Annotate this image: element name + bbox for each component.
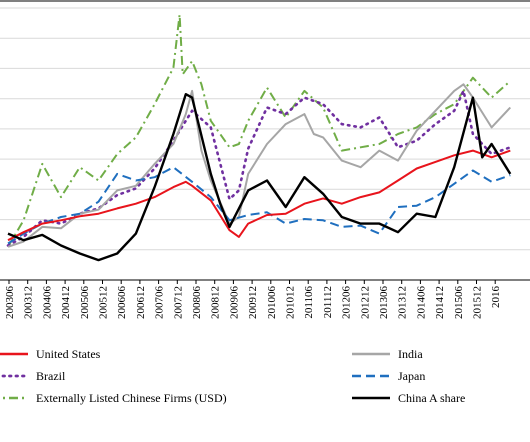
series-line-japan	[7, 166, 511, 245]
legend-label: China A share	[398, 391, 465, 405]
series-line-china-a-share	[7, 93, 512, 262]
legend-label: Brazil	[36, 369, 66, 383]
series-line-externally-listed-chinese-firms-usd	[7, 13, 511, 248]
legend-label: Externally Listed Chinese Firms (USD)	[36, 391, 227, 405]
legend-item-india: India	[352, 347, 423, 361]
x-tick-label: 201306	[378, 286, 390, 320]
x-tick-label: 200712	[172, 286, 184, 319]
legend-item-externally-listed-chinese-firms-usd: Externally Listed Chinese Firms (USD)	[0, 391, 227, 405]
x-tick-label: 200412	[60, 286, 72, 319]
x-tick-label: 201106	[303, 286, 315, 319]
series-layer	[6, 13, 512, 262]
x-tick-label: 200612	[135, 286, 147, 319]
x-tick-label: 201312	[397, 286, 409, 319]
x-tick-label: 200906	[228, 286, 240, 320]
x-tick-label: 201212	[359, 286, 371, 319]
legend-item-united-states: United States	[0, 347, 101, 361]
x-tick-label: 201012	[285, 286, 297, 319]
x-tick-label: 201006	[266, 286, 278, 320]
x-tick-label: 2016	[490, 286, 502, 309]
legend-label: India	[398, 347, 423, 361]
x-tick-label: 201506	[453, 286, 465, 320]
x-tick-label: 200606	[116, 286, 128, 320]
legend-label: Japan	[398, 369, 425, 383]
x-tick-label: 200812	[210, 286, 222, 319]
x-tick-label: 201112	[322, 286, 334, 318]
legend-item-china-a-share: China A share	[352, 391, 465, 405]
x-tick-label: 201206	[341, 286, 353, 320]
x-tick-label: 200306	[4, 286, 16, 320]
x-tick-labels: 200306 200312 200406 200412 200506 200512 2006…	[4, 280, 502, 319]
legend-item-japan: Japan	[352, 369, 425, 383]
x-tick-label: 200912	[247, 286, 259, 319]
x-tick-label: 200312	[23, 286, 35, 319]
legend-item-brazil: Brazil	[0, 369, 66, 383]
series-line-india	[7, 83, 512, 248]
series-line-brazil	[6, 89, 512, 247]
x-axis	[0, 0, 530, 281]
legend-label: United States	[36, 347, 101, 361]
x-tick-label: 200512	[98, 286, 110, 319]
x-tick-label: 200806	[191, 286, 203, 320]
x-tick-label: 200406	[41, 286, 53, 320]
x-tick-label: 201412	[434, 286, 446, 319]
x-tick-label: 201406	[415, 286, 427, 320]
series-line-united-states	[7, 149, 511, 242]
legend: United States India Brazil Japan Externally …	[0, 347, 465, 405]
x-tick-label: 200706	[154, 286, 166, 320]
x-tick-label: 200506	[79, 286, 91, 320]
x-tick-label: 201512	[472, 286, 484, 319]
